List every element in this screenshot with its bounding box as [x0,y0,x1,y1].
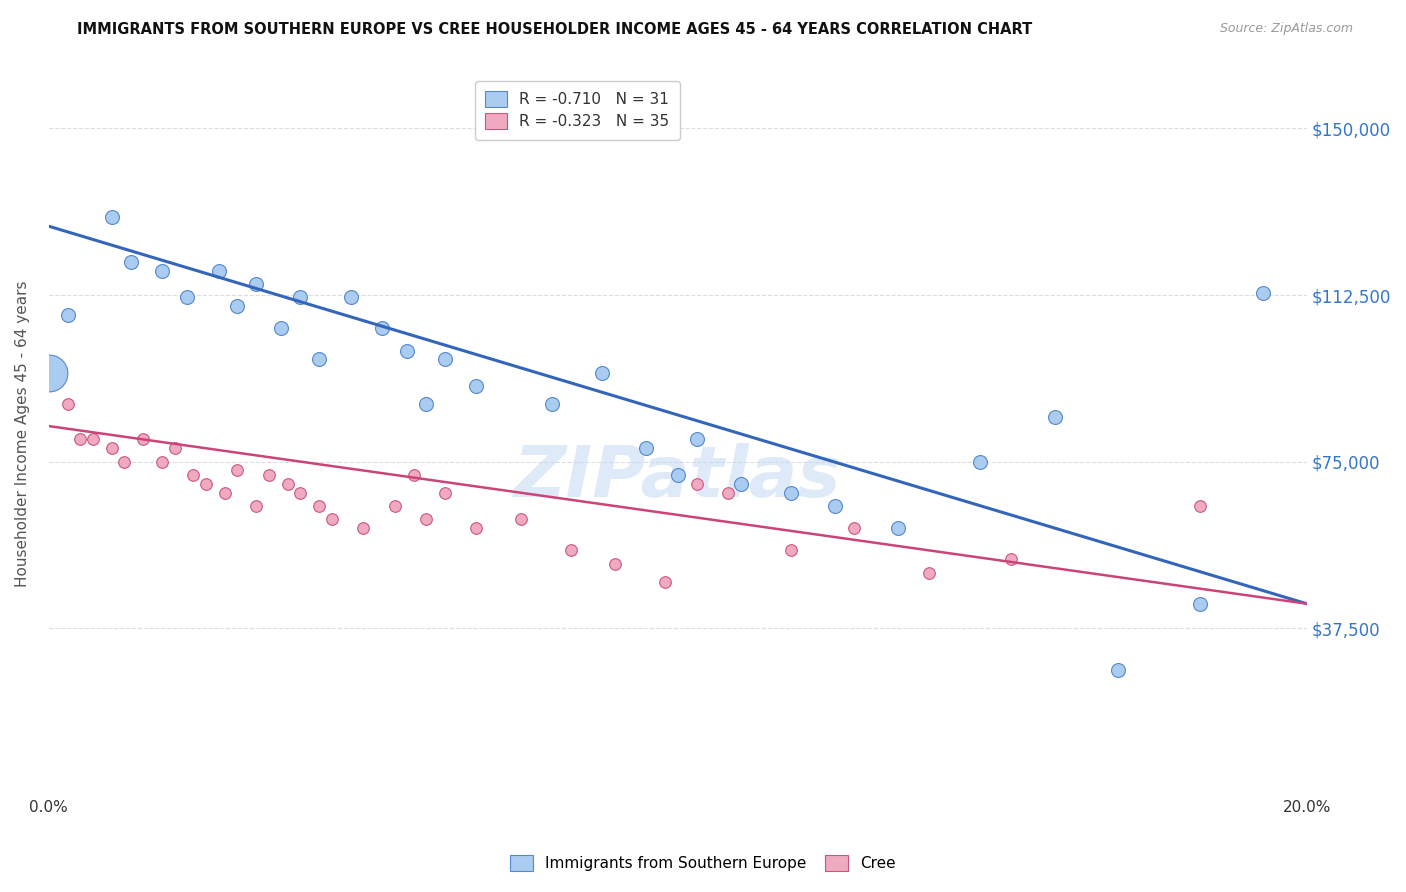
Point [290,290,312,304]
Point [38,366,60,380]
Point [887,521,910,535]
Point [969,454,991,468]
Point [824,499,846,513]
Point [1188,499,1211,513]
Legend: R = -0.710   N = 31, R = -0.323   N = 35: R = -0.710 N = 31, R = -0.323 N = 35 [475,80,679,140]
Point [56,397,79,411]
Point [591,366,613,380]
Point [685,476,707,491]
Point [780,485,803,500]
Point [730,476,752,491]
Point [226,463,249,477]
Point [308,352,330,367]
Point [176,290,198,304]
Point [560,543,582,558]
Point [636,442,658,456]
Point [371,321,394,335]
Point [1000,552,1022,566]
Point [321,512,343,526]
Legend: Immigrants from Southern Europe, Cree: Immigrants from Southern Europe, Cree [505,849,901,877]
Point [465,521,488,535]
Point [226,299,249,313]
Point [308,499,330,513]
Point [214,485,236,500]
Point [918,566,941,580]
Point [415,397,437,411]
Point [69,433,91,447]
Point [780,543,803,558]
Point [1043,410,1066,425]
Point [270,321,292,335]
Point [257,467,280,482]
Point [277,476,299,491]
Point [654,574,676,589]
Point [1251,285,1274,300]
Point [207,263,229,277]
Point [132,433,155,447]
Point [384,499,406,513]
Point [183,467,205,482]
Point [120,254,142,268]
Point [717,485,740,500]
Point [195,476,218,491]
Point [685,433,707,447]
Point [1188,597,1211,611]
Point [666,467,689,482]
Point [603,557,626,571]
Point [509,512,531,526]
Point [415,512,437,526]
Point [82,433,104,447]
Point [100,211,122,225]
Point [112,454,135,468]
Point [56,308,79,322]
Point [541,397,564,411]
Point [1107,664,1129,678]
Point [402,467,425,482]
Point [339,290,361,304]
Text: IMMIGRANTS FROM SOUTHERN EUROPE VS CREE HOUSEHOLDER INCOME AGES 45 - 64 YEARS CO: IMMIGRANTS FROM SOUTHERN EUROPE VS CREE … [77,22,1032,37]
Point [842,521,865,535]
Point [290,485,312,500]
Point [352,521,374,535]
Point [396,343,419,358]
Point [100,442,122,456]
Point [163,442,186,456]
Point [245,499,267,513]
Point [245,277,267,291]
Text: ZIPatlas: ZIPatlas [515,442,841,512]
Text: Source: ZipAtlas.com: Source: ZipAtlas.com [1219,22,1353,36]
Point [150,454,173,468]
Point [465,379,488,393]
Point [434,485,457,500]
Point [150,263,173,277]
Y-axis label: Householder Income Ages 45 - 64 years: Householder Income Ages 45 - 64 years [15,281,30,587]
Point [434,352,457,367]
